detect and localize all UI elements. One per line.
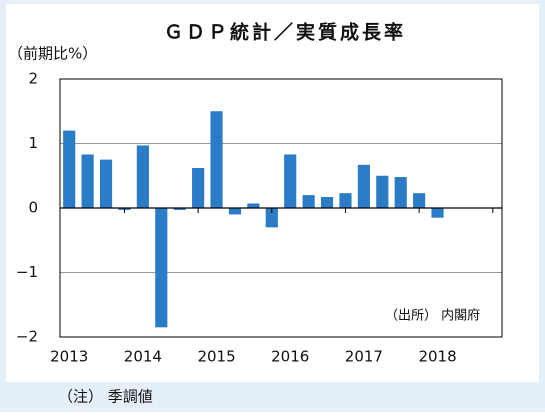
bar [339, 193, 352, 208]
y-tick-label: 0 [28, 199, 38, 217]
bar [99, 159, 113, 208]
plot-frame [59, 78, 503, 338]
y-tick-label: −2 [16, 328, 38, 346]
bar [173, 208, 186, 210]
note: （注） 季調値 [58, 388, 153, 406]
y-tick-label: 2 [28, 70, 38, 88]
bar [320, 197, 334, 208]
x-tick-label: 2018 [418, 348, 456, 366]
bar [81, 154, 94, 208]
bar [302, 195, 315, 208]
bar [247, 203, 260, 208]
x-tick-label: 2013 [50, 348, 88, 366]
bar [284, 154, 297, 208]
x-tick-label: 2015 [197, 348, 235, 366]
bar [394, 177, 407, 208]
bar [431, 208, 444, 218]
bar [155, 208, 168, 328]
bar [413, 193, 426, 208]
x-tick-label: 2014 [124, 348, 162, 366]
bar [357, 164, 370, 208]
x-tick-label: 2016 [271, 348, 309, 366]
y-axis-label: （前期比%） [8, 45, 97, 63]
chart-panel [6, 4, 539, 382]
bar [210, 111, 223, 208]
bar [192, 168, 205, 208]
annotation: （出所） 内閣府 [385, 308, 480, 324]
bar [265, 208, 278, 228]
x-tick-label: 2017 [345, 348, 383, 366]
bar [136, 145, 149, 208]
chart-title: ＧＤＰ統計／実質成長率 [164, 21, 406, 44]
bar [376, 175, 389, 208]
bar [228, 208, 242, 215]
y-tick-label: 1 [28, 134, 38, 152]
y-tick-label: −1 [16, 263, 38, 281]
bar [63, 130, 76, 208]
